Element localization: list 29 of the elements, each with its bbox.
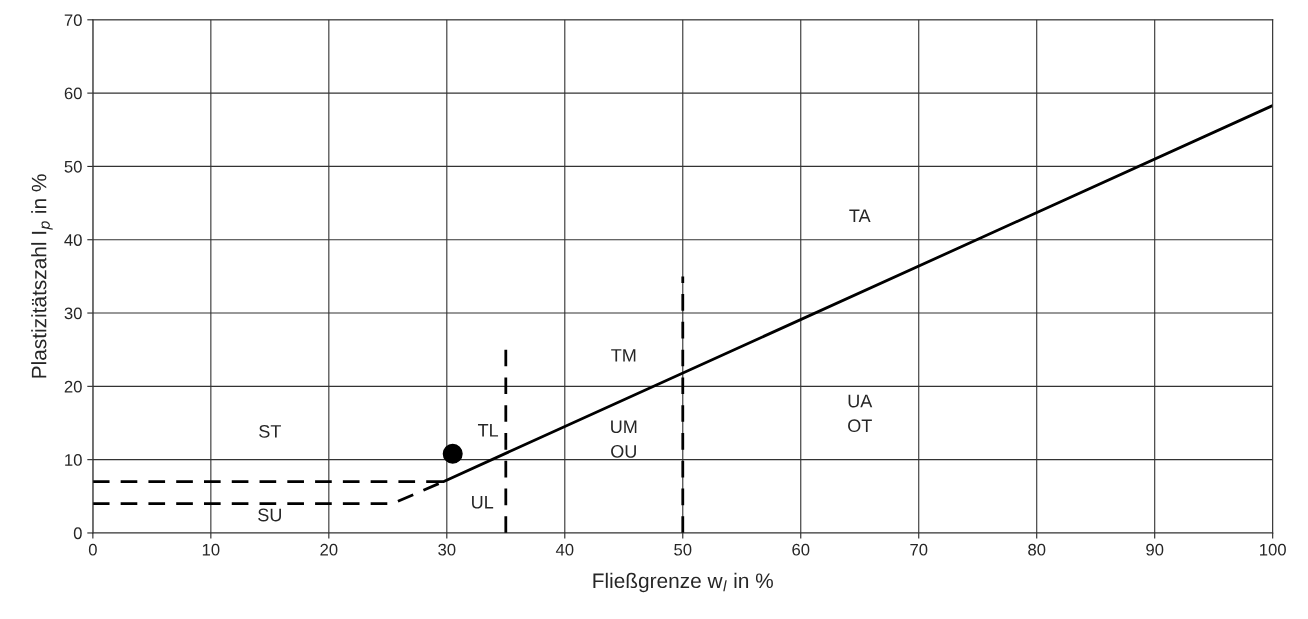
- x-tick-label: 0: [88, 543, 97, 556]
- annotation: UL: [472, 495, 494, 509]
- y-tick-label: 0: [73, 527, 82, 540]
- x-tick-label: 40: [555, 543, 574, 556]
- y-axis-title: Plastizitätszahl I$_{p}$ in %: [31, 174, 53, 378]
- y-tick-label: 30: [64, 307, 82, 320]
- x-tick-label: 20: [320, 543, 338, 556]
- annotation: UA OT: [848, 394, 873, 433]
- x-tick-label: 10: [202, 543, 220, 556]
- y-tick-label: 20: [64, 380, 82, 393]
- annotation: ST: [259, 424, 281, 438]
- x-tick-label: 70: [910, 543, 928, 556]
- x-axis-title: Fließgrenze w$_{l}$ in %: [593, 572, 773, 593]
- x-tick-label: 100: [1260, 543, 1286, 556]
- annotation: TM: [611, 349, 636, 362]
- x-tick-label: 30: [438, 543, 456, 556]
- x-tick-label: 90: [1146, 543, 1164, 556]
- y-tick-label: 10: [65, 454, 82, 466]
- annotation: TA: [849, 209, 871, 223]
- annotation: UM OU: [611, 420, 637, 458]
- y-tick-label: 40: [64, 234, 82, 246]
- y-tick-label: 60: [64, 87, 82, 100]
- y-tick-label: 70: [64, 14, 82, 27]
- annotation: SU: [258, 508, 281, 522]
- x-tick-label: 60: [792, 543, 810, 556]
- annotation: TL: [477, 424, 499, 437]
- x-tick-label: 50: [674, 543, 692, 556]
- y-tick-label: 50: [64, 160, 82, 173]
- x-tick-label: 80: [1028, 543, 1046, 556]
